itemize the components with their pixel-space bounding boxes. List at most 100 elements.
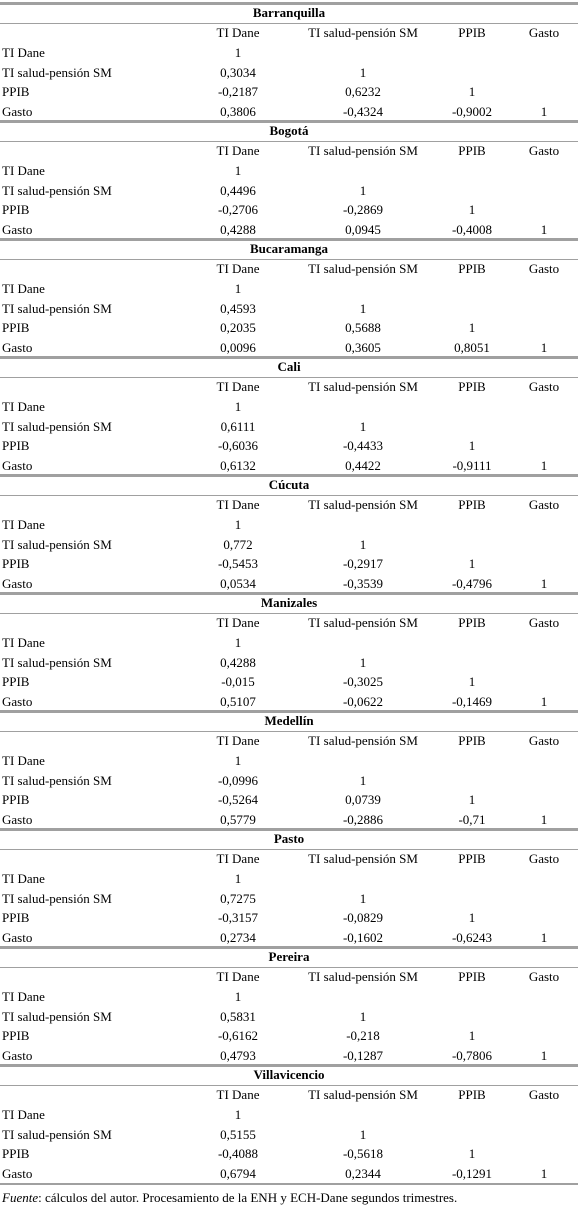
cell: -0,2917	[342, 556, 384, 571]
cell: -0,1291	[451, 1166, 493, 1181]
cell: 0,3806	[220, 104, 256, 119]
row-label: PPIB	[2, 84, 30, 99]
section-border	[0, 356, 578, 359]
column-header: TI salud-pensión SM	[308, 851, 418, 866]
cell: 0,0739	[345, 792, 381, 807]
column-header: PPIB	[458, 25, 486, 40]
cell: 1	[234, 45, 242, 60]
cell: 0,4288	[220, 654, 256, 670]
cell: 0,3605	[345, 340, 381, 355]
footnote-label: Fuente	[2, 1190, 39, 1205]
cell: 1	[234, 517, 242, 532]
row-label: TI Dane	[2, 399, 45, 414]
section-title: Manizales	[260, 595, 318, 610]
cell: 1	[359, 772, 367, 788]
cell: -0,2886	[342, 812, 384, 827]
column-header: Gasto	[528, 1087, 560, 1102]
column-header: TI salud-pensión SM	[308, 25, 418, 40]
column-header: TI salud-pensión SM	[308, 1087, 418, 1102]
column-header: Gasto	[528, 851, 560, 866]
row-label: Gasto	[2, 222, 33, 237]
cell: 1	[234, 871, 242, 886]
section-border	[0, 238, 578, 241]
column-header: TI Dane	[216, 143, 260, 158]
row-label: Gasto	[2, 104, 33, 119]
column-header: Gasto	[528, 733, 560, 748]
column-header: TI Dane	[216, 969, 260, 984]
cell: -0,2187	[217, 84, 259, 99]
cell: 0,5779	[220, 812, 256, 827]
cell: 0,2344	[345, 1166, 381, 1181]
cell: -0,0829	[342, 910, 384, 925]
cell: 0,6111	[220, 418, 256, 434]
row-label: TI Dane	[2, 989, 45, 1004]
cell: -0,4088	[217, 1146, 259, 1161]
cell: 0,0945	[345, 222, 381, 237]
section-title: Pereira	[268, 949, 310, 964]
column-header: PPIB	[458, 379, 486, 394]
cell: 1	[359, 182, 367, 198]
column-header: PPIB	[458, 969, 486, 984]
cell: 1	[468, 1028, 476, 1043]
cell: 0,0534	[220, 576, 256, 591]
title-rule	[0, 731, 578, 732]
cell: -0,1287	[342, 1048, 384, 1063]
cell: -0,4433	[342, 438, 384, 453]
cell: -0,6036	[217, 438, 259, 453]
row-label: TI Dane	[2, 1107, 45, 1122]
title-rule	[0, 613, 578, 614]
cell: -0,218	[346, 1028, 380, 1043]
cell: 0,2734	[220, 930, 256, 945]
column-header: TI salud-pensión SM	[308, 969, 418, 984]
cell: -0,5264	[217, 792, 259, 807]
row-label: PPIB	[2, 202, 30, 217]
row-label: PPIB	[2, 1146, 30, 1161]
row-label: TI Dane	[2, 871, 45, 886]
column-header: Gasto	[528, 497, 560, 512]
cell: 0,5107	[220, 694, 256, 709]
cell: 0,4288	[220, 222, 256, 237]
cell: 1	[359, 1008, 367, 1024]
column-header: PPIB	[458, 143, 486, 158]
title-rule	[0, 259, 578, 260]
column-header: Gasto	[528, 261, 560, 276]
column-header: TI salud-pensión SM	[308, 379, 418, 394]
column-header: Gasto	[528, 25, 560, 40]
row-label: Gasto	[2, 812, 33, 827]
title-rule	[0, 967, 578, 968]
cell: 0,0096	[220, 340, 256, 355]
cell: 0,6794	[220, 1166, 256, 1181]
row-label: Gasto	[2, 576, 33, 591]
column-header: PPIB	[458, 261, 486, 276]
cell: -0,7806	[451, 1048, 493, 1063]
cell: 0,4422	[345, 458, 381, 473]
cell: 1	[234, 753, 242, 768]
cell: 1	[540, 1166, 548, 1181]
cell: -0,6243	[451, 930, 493, 945]
cell: 0,4593	[220, 300, 256, 316]
cell: -0,2706	[217, 202, 259, 217]
column-header: TI salud-pensión SM	[308, 261, 418, 276]
cell: 1	[234, 1107, 242, 1122]
cell: 0,3034	[220, 64, 256, 80]
row-label: TI Dane	[2, 635, 45, 650]
title-rule	[0, 141, 578, 142]
cell: -0,2869	[342, 202, 384, 217]
row-label: PPIB	[2, 910, 30, 925]
cell: -0,0622	[342, 694, 384, 709]
row-label: TI salud-pensión SM	[2, 300, 112, 316]
cell: -0,71	[458, 812, 486, 827]
row-label: TI Dane	[2, 281, 45, 296]
cell: 1	[540, 930, 548, 945]
row-label: TI salud-pensión SM	[2, 772, 112, 788]
cell: 1	[359, 890, 367, 906]
cell: 1	[540, 104, 548, 119]
cell: 1	[234, 399, 242, 414]
cell: 1	[468, 910, 476, 925]
row-label: PPIB	[2, 674, 30, 689]
cell: 1	[359, 418, 367, 434]
section-border	[0, 120, 578, 123]
cell: -0,3025	[342, 674, 384, 689]
cell: -0,1469	[451, 694, 493, 709]
cell: 1	[234, 989, 242, 1004]
